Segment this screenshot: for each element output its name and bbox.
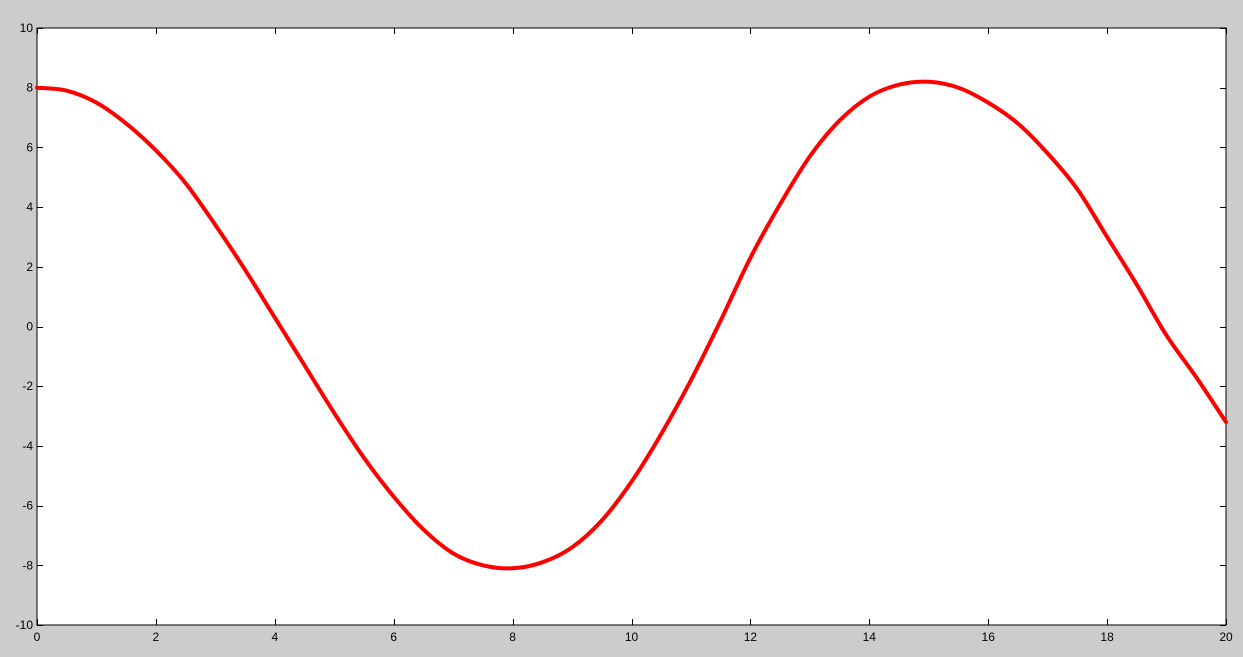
- x-tick-label: 4: [271, 630, 278, 644]
- y-tick-label: 2: [26, 260, 33, 274]
- x-tick-label: 8: [509, 630, 516, 644]
- x-tick-label: 12: [744, 630, 758, 644]
- y-tick-label: 6: [26, 140, 33, 154]
- x-tick-label: 6: [390, 630, 397, 644]
- x-tick-labels: 0 2 4 6 8 10 12 14 16 18 20: [34, 630, 1233, 644]
- y-tick-label: -10: [16, 618, 34, 632]
- series-line: [35, 79, 1228, 571]
- x-tick-label: 20: [1219, 630, 1233, 644]
- x-tick-label: 16: [982, 630, 996, 644]
- data-series: [35, 79, 1228, 571]
- x-tick-label: 18: [1100, 630, 1114, 644]
- y-tick-label: 8: [26, 81, 33, 95]
- y-tick-label: 0: [26, 320, 33, 334]
- y-tick-label: -6: [22, 499, 33, 513]
- x-tick-label: 0: [34, 630, 41, 644]
- y-tick-label: -4: [22, 439, 33, 453]
- y-tick-label: 4: [26, 200, 33, 214]
- x-tick-label: 14: [863, 630, 877, 644]
- x-tick-label: 10: [625, 630, 639, 644]
- y-tick-label: -2: [22, 379, 33, 393]
- plot-area: [36, 27, 1227, 626]
- y-tick-label: 10: [20, 21, 34, 35]
- y-tick-label: -8: [22, 558, 33, 572]
- x-tick-label: 2: [153, 630, 160, 644]
- tick-marks: [37, 28, 1227, 626]
- y-tick-labels: -10 -8 -6 -4 -2 0 2 4 6 8 10: [16, 21, 34, 632]
